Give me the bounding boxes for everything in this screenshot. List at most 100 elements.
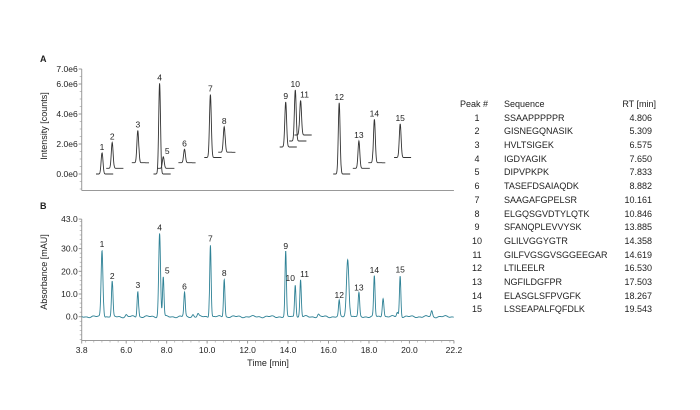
retention-time: 19.543 [624,304,652,315]
y-tick-label: 30.0 [61,244,78,254]
peak-label: 14 [370,265,380,275]
peak-label: 6 [182,282,187,292]
peak-trace-15 [394,123,412,158]
y-tick-label: 0.0 [66,312,78,322]
peak-label: 15 [395,265,405,275]
peptide-sequence: DIPVPKPK [504,167,550,178]
y-tick-label: 43.0 [61,214,78,224]
y-tick-label: 20.0 [61,266,78,276]
peak-label: 10 [286,273,296,283]
peptide-sequence: GISNEGQNASIK [504,126,574,137]
retention-time: 13.885 [624,222,652,233]
x-tick-label: 22.2 [446,345,463,355]
header-rt: RT [min] [622,99,656,109]
peptide-sequence: IGDYAGIK [504,153,547,164]
peak-number: 11 [472,249,482,260]
peak-trace-14 [368,119,386,164]
retention-time: 8.882 [629,181,652,192]
peptide-sequence: ELASGLSFPVGFK [504,290,582,301]
peak-trace-12 [333,102,351,175]
x-tick-label: 8.0 [161,345,173,355]
peak-number: 8 [474,208,480,219]
peak-trace-6 [178,148,196,164]
retention-time: 14.619 [624,249,652,260]
peak-label: 14 [370,108,380,118]
header-sequence: Sequence [504,99,545,109]
peak-label: 8 [222,268,227,278]
peak-trace-9 [279,101,297,148]
peak-label: 1 [100,239,105,249]
peptide-sequence: NGFILDGFPR [504,276,563,287]
header-peak: Peak # [460,99,489,109]
retention-time: 5.309 [629,126,652,137]
retention-time: 7.833 [629,167,652,178]
y-tick-label: 0.0e0 [56,169,78,179]
retention-time: 18.267 [624,290,652,301]
peak-label: 5 [165,266,170,276]
peak-trace-7 [204,94,222,158]
peak-label: 2 [110,132,115,142]
peak-number: 10 [471,235,482,246]
peak-label: 8 [222,116,227,126]
x-tick-label: 20.0 [401,345,418,355]
peptide-sequence: LTILEELR [504,263,545,274]
peak-trace-8 [218,125,236,153]
x-tick-label: 14.0 [280,345,297,355]
peak-label: 3 [135,280,140,290]
peak-trace-11 [294,100,312,136]
panel-a-label: A [40,54,47,64]
y-tick-label: 7.0e6 [56,64,78,74]
peak-number: 14 [471,290,482,301]
peak-label: 5 [165,146,170,156]
x-tick-label: 10.0 [199,345,216,355]
y-tick-label: 2.0e6 [56,139,78,149]
peak-label: 2 [110,271,115,281]
peak-number: 4 [474,153,480,164]
retention-time: 6.575 [629,140,652,151]
x-tick-label: 6.0 [120,345,132,355]
x-tick-label: 12.0 [239,345,256,355]
retention-time: 10.846 [624,208,652,219]
peptide-sequence: GLILVGGYGTR [504,235,568,246]
peak-label: 4 [157,222,162,232]
peak-label: 11 [300,269,309,279]
peak-label: 9 [283,91,288,101]
peak-number: 9 [474,222,480,233]
retention-time: 7.650 [629,153,652,164]
peak-label: 15 [395,113,405,123]
peak-number: 13 [471,276,482,287]
peak-label: 7 [208,233,213,243]
x-tick-label: 3.8 [76,345,88,355]
peptide-sequence: TASEFDSAIAQDK [504,181,579,192]
peak-trace-10 [289,89,307,142]
peak-label: 12 [334,92,344,102]
x-tick-label: 16.0 [320,345,337,355]
peak-label: 11 [300,90,309,100]
peak-trace-1 [96,151,114,175]
peak-label: 3 [135,120,140,130]
peak-number: 7 [474,194,480,205]
peptide-sequence: SSAAPPPPPR [504,112,565,123]
retention-time: 4.806 [629,112,652,123]
peak-number: 1 [474,112,480,123]
retention-time: 16.530 [624,263,652,274]
retention-time: 14.358 [624,235,652,246]
x-tick-label: 18.0 [361,345,378,355]
peptide-sequence: ELGQSGVDTYLQTK [504,208,590,219]
peptide-sequence: LSSEAPALFQFDLK [504,304,585,315]
peak-label: 13 [354,282,364,292]
y-tick-label: 10.0 [61,289,78,299]
y-tick-label: 6.0e6 [56,79,78,89]
peak-number: 3 [474,140,480,151]
x-axis-label: Time [min] [247,358,289,368]
peptide-sequence: GILFVGSGVSGGEEGAR [504,249,608,260]
retention-time: 17.503 [624,276,652,287]
peak-number: 6 [474,181,480,192]
absorbance-trace [81,233,454,319]
peak-label: 10 [291,79,301,89]
panel-a-chart: 0.0e0 2.0e6 4.0e6 6.0e6 7.0e6 Intensity [coun… [39,64,454,191]
peak-label: 6 [182,138,187,148]
peak-trace-2 [106,141,124,169]
y-tick-label: 4.0e6 [56,109,78,119]
